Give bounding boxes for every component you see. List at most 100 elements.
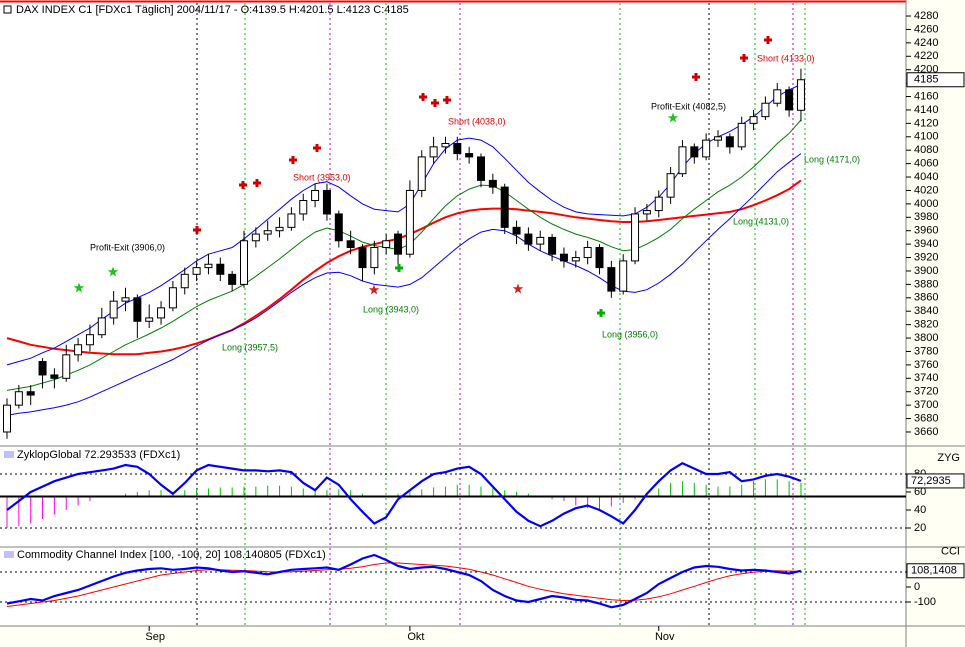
last-price-label: 4185 (914, 74, 938, 86)
candle-body (240, 240, 248, 285)
axis-label: CCI (941, 545, 960, 557)
signal-cross (443, 96, 451, 104)
candle-body (192, 267, 201, 275)
y-tick-label: 3780 (914, 345, 938, 357)
y-tick-label: 4120 (914, 117, 938, 129)
y-tick-label: 3720 (914, 386, 938, 398)
candle-body (180, 273, 189, 289)
signal-star (368, 284, 380, 295)
y-tick-label: 4260 (914, 23, 938, 35)
candle-body (228, 273, 237, 285)
candle-body (453, 142, 462, 155)
candle-body (121, 297, 130, 302)
y-tick-label: 4240 (914, 37, 938, 49)
y-tick-label: 4040 (914, 171, 938, 183)
candle-body (417, 156, 426, 191)
signal-cross (395, 264, 403, 272)
y-tick-label: 3860 (914, 292, 938, 304)
signal-annotation: Short (4133,0) (757, 53, 815, 63)
signal-cross (764, 36, 772, 44)
candle-body (216, 263, 225, 275)
last-value-label: 72,2935 (911, 475, 951, 487)
candle-body (619, 260, 628, 292)
signal-cross (692, 73, 700, 81)
candle-body (500, 186, 509, 228)
signal-star (73, 282, 85, 293)
candle-body (571, 257, 580, 262)
y-tick-label: 3960 (914, 225, 938, 237)
y-tick-label: 4080 (914, 144, 938, 156)
y-tick-label: 3800 (914, 332, 938, 344)
candle-body (74, 344, 83, 356)
candle-body (85, 334, 94, 346)
last-value-box (906, 473, 965, 489)
candle-body (275, 226, 284, 232)
candle-body (251, 233, 260, 242)
title-icon (3, 5, 12, 14)
candle-body (97, 317, 106, 336)
signal-annotation: Long (3943,0) (363, 304, 419, 314)
y-tick-label: 3740 (914, 372, 938, 384)
candle-body (62, 354, 71, 379)
y-tick-label: 4220 (914, 50, 938, 62)
y-tick-label: 4100 (914, 131, 938, 143)
candle-body (109, 300, 118, 319)
panel-title: ZyklopGlobal 72.293533 (FDXc1) (17, 449, 180, 461)
indicator-line (6, 461, 802, 528)
y-tick-label: 3980 (914, 211, 938, 223)
signal-annotation: Short (3953,0) (293, 172, 351, 182)
signal-cross (253, 179, 261, 187)
indicator-line (6, 553, 802, 609)
y-tick-label: 3920 (914, 251, 938, 263)
last-price-box (906, 72, 965, 88)
x-tick-label: Nov (655, 631, 675, 643)
candle-body (583, 246, 592, 259)
signal-star (667, 112, 679, 123)
candle-body (785, 89, 794, 111)
candle-body (536, 236, 545, 245)
candle-body (370, 246, 379, 269)
candle-body (737, 122, 746, 148)
candle-body (157, 307, 166, 319)
y-tick-label: 4020 (914, 184, 938, 196)
time-axis-area (0, 626, 906, 647)
signal-star (107, 266, 119, 277)
last-value-label: 108,1408 (911, 565, 957, 577)
panel-title: Commodity Channel Index [100, -100, 20] … (17, 549, 326, 561)
candle-body (14, 391, 23, 406)
signal-cross (313, 144, 321, 152)
candle-body (287, 213, 296, 228)
candle-body (322, 189, 331, 215)
candle-body (405, 189, 414, 255)
y-tick-label: 3680 (914, 412, 938, 424)
candle-body (204, 263, 213, 269)
candle-body (796, 79, 805, 111)
candle-body (761, 102, 770, 118)
candle-body (631, 213, 640, 262)
candle-body (429, 146, 438, 158)
candle-body (334, 213, 343, 242)
last-value-box (906, 563, 965, 579)
signal-annotation: Long (4131,0) (733, 216, 789, 226)
candle-body (666, 173, 675, 198)
candle-body (465, 153, 474, 158)
y-tick-label: 3820 (914, 319, 938, 331)
candle-body (678, 146, 687, 175)
panel-icon (4, 551, 14, 558)
candle-body (512, 226, 521, 235)
signal-cross (597, 309, 605, 317)
y-tick-label: 3840 (914, 305, 938, 317)
candle-body (595, 246, 604, 269)
candle-body (725, 136, 734, 148)
x-tick-label: Okt (407, 631, 424, 643)
candle-body (488, 179, 497, 188)
candle-body (773, 89, 782, 104)
signal-cross (419, 93, 427, 101)
candle-body (690, 146, 699, 158)
signal-cross (239, 181, 247, 189)
signal-annotation: Profit-Exit (4082,5) (651, 101, 726, 111)
signal-cross (193, 226, 201, 234)
candle-body (714, 136, 722, 141)
y-tick-label: 3660 (914, 426, 938, 438)
